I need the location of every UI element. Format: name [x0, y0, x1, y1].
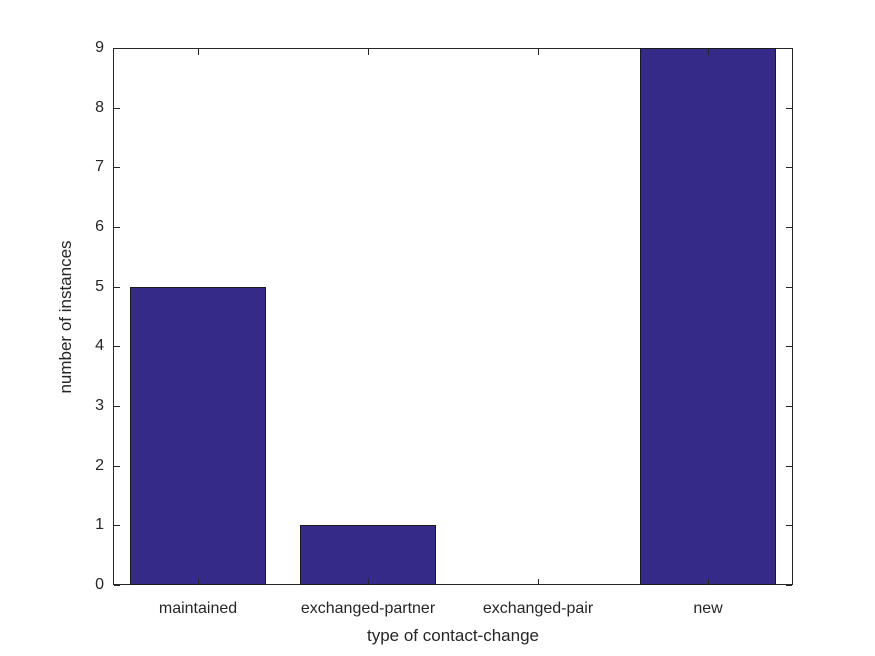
y-tick-mark-right: [786, 48, 792, 49]
y-tick-mark: [114, 466, 120, 467]
y-tick-mark-right: [786, 346, 792, 347]
x-tick-mark: [198, 579, 199, 585]
x-tick-mark-top: [198, 49, 199, 55]
x-tick-mark: [368, 579, 369, 585]
y-tick-mark-right: [786, 287, 792, 288]
x-axis-label: type of contact-change: [366, 626, 540, 645]
y-tick-label: 3: [95, 397, 104, 414]
y-tick-label: 9: [95, 39, 104, 56]
y-tick-label: 2: [95, 457, 104, 474]
x-tick-label: new: [693, 600, 723, 617]
x-tick-mark: [708, 579, 709, 585]
y-tick-label: 7: [95, 158, 104, 175]
y-tick-label: 0: [95, 576, 104, 593]
y-axis-label: number of instances: [56, 240, 75, 394]
bar-maintained: [130, 287, 266, 585]
y-tick-mark: [114, 227, 120, 228]
x-tick-mark-top: [538, 49, 539, 55]
y-tick-mark-right: [786, 406, 792, 407]
x-tick-label: exchanged-partner: [300, 600, 436, 617]
y-tick-mark: [114, 287, 120, 288]
y-tick-mark: [114, 108, 120, 109]
y-tick-mark: [114, 585, 120, 586]
y-tick-mark: [114, 48, 120, 49]
plot-area: [113, 48, 793, 585]
y-tick-label: 6: [95, 218, 104, 235]
y-tick-mark-right: [786, 585, 792, 586]
x-tick-mark-top: [368, 49, 369, 55]
x-tick-mark: [538, 579, 539, 585]
x-tick-label: maintained: [158, 600, 238, 617]
x-tick-mark-top: [708, 49, 709, 55]
y-tick-label: 4: [95, 337, 104, 354]
bar-new: [640, 48, 776, 585]
y-tick-mark-right: [786, 227, 792, 228]
y-tick-mark-right: [786, 167, 792, 168]
y-tick-label: 5: [95, 278, 104, 295]
y-tick-mark: [114, 346, 120, 347]
y-tick-mark: [114, 525, 120, 526]
y-tick-mark: [114, 167, 120, 168]
y-tick-mark: [114, 406, 120, 407]
y-tick-label: 1: [95, 516, 104, 533]
x-tick-label: exchanged-pair: [482, 600, 594, 617]
y-tick-mark-right: [786, 108, 792, 109]
y-tick-mark-right: [786, 466, 792, 467]
y-tick-mark-right: [786, 525, 792, 526]
bar-exchanged-partner: [300, 525, 436, 585]
y-tick-label: 8: [95, 99, 104, 116]
